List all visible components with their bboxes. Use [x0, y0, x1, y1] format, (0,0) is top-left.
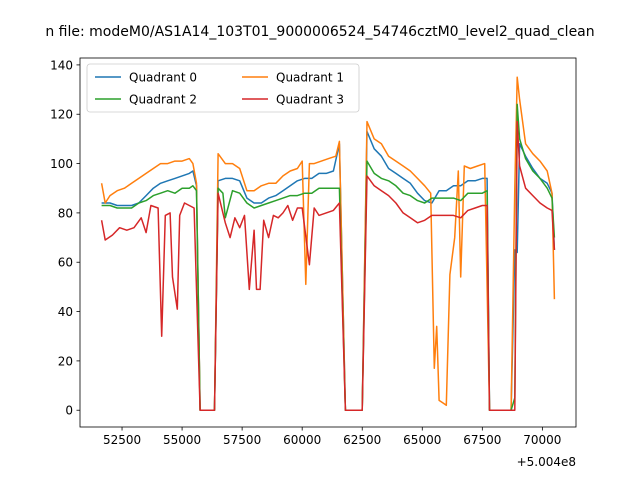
x-tick-label: 60000	[283, 433, 321, 447]
y-tick-label: 20	[58, 354, 73, 368]
y-tick-label: 40	[58, 305, 73, 319]
y-tick-label: 120	[50, 108, 73, 122]
y-tick-label: 60	[58, 256, 73, 270]
y-tick-label: 80	[58, 206, 73, 220]
y-tick-label: 100	[50, 157, 73, 171]
x-tick-label: 67500	[463, 433, 501, 447]
x-tick-label: 65000	[403, 433, 441, 447]
series-line-2	[101, 103, 556, 411]
legend-label-2: Quadrant 2	[129, 93, 197, 107]
x-tick-label: 62500	[343, 433, 381, 447]
x-tick-label: 57500	[223, 433, 261, 447]
plot-area: 52500 55000 57500 60000 62500 65000 67500 70000…	[50, 57, 577, 447]
legend-label-3: Quadrant 3	[276, 93, 344, 107]
x-tick-label: 55000	[163, 433, 201, 447]
x-tick-label: 70000	[523, 433, 561, 447]
legend-box	[86, 63, 360, 113]
x-offset-label: +5.004e8	[517, 455, 576, 469]
series-line-3	[100, 120, 556, 411]
axes-frame	[79, 57, 577, 428]
legend-label-0: Quadrant 0	[129, 71, 197, 85]
x-tick-label: 52500	[103, 433, 141, 447]
y-tick-label: 0	[65, 404, 73, 418]
y-tick-label: 140	[50, 58, 73, 72]
series-line-1	[100, 76, 556, 411]
legend-label-1: Quadrant 1	[276, 71, 344, 85]
chart-title: n file: modeM0/AS1A14_103T01_9000006524_…	[45, 24, 594, 40]
